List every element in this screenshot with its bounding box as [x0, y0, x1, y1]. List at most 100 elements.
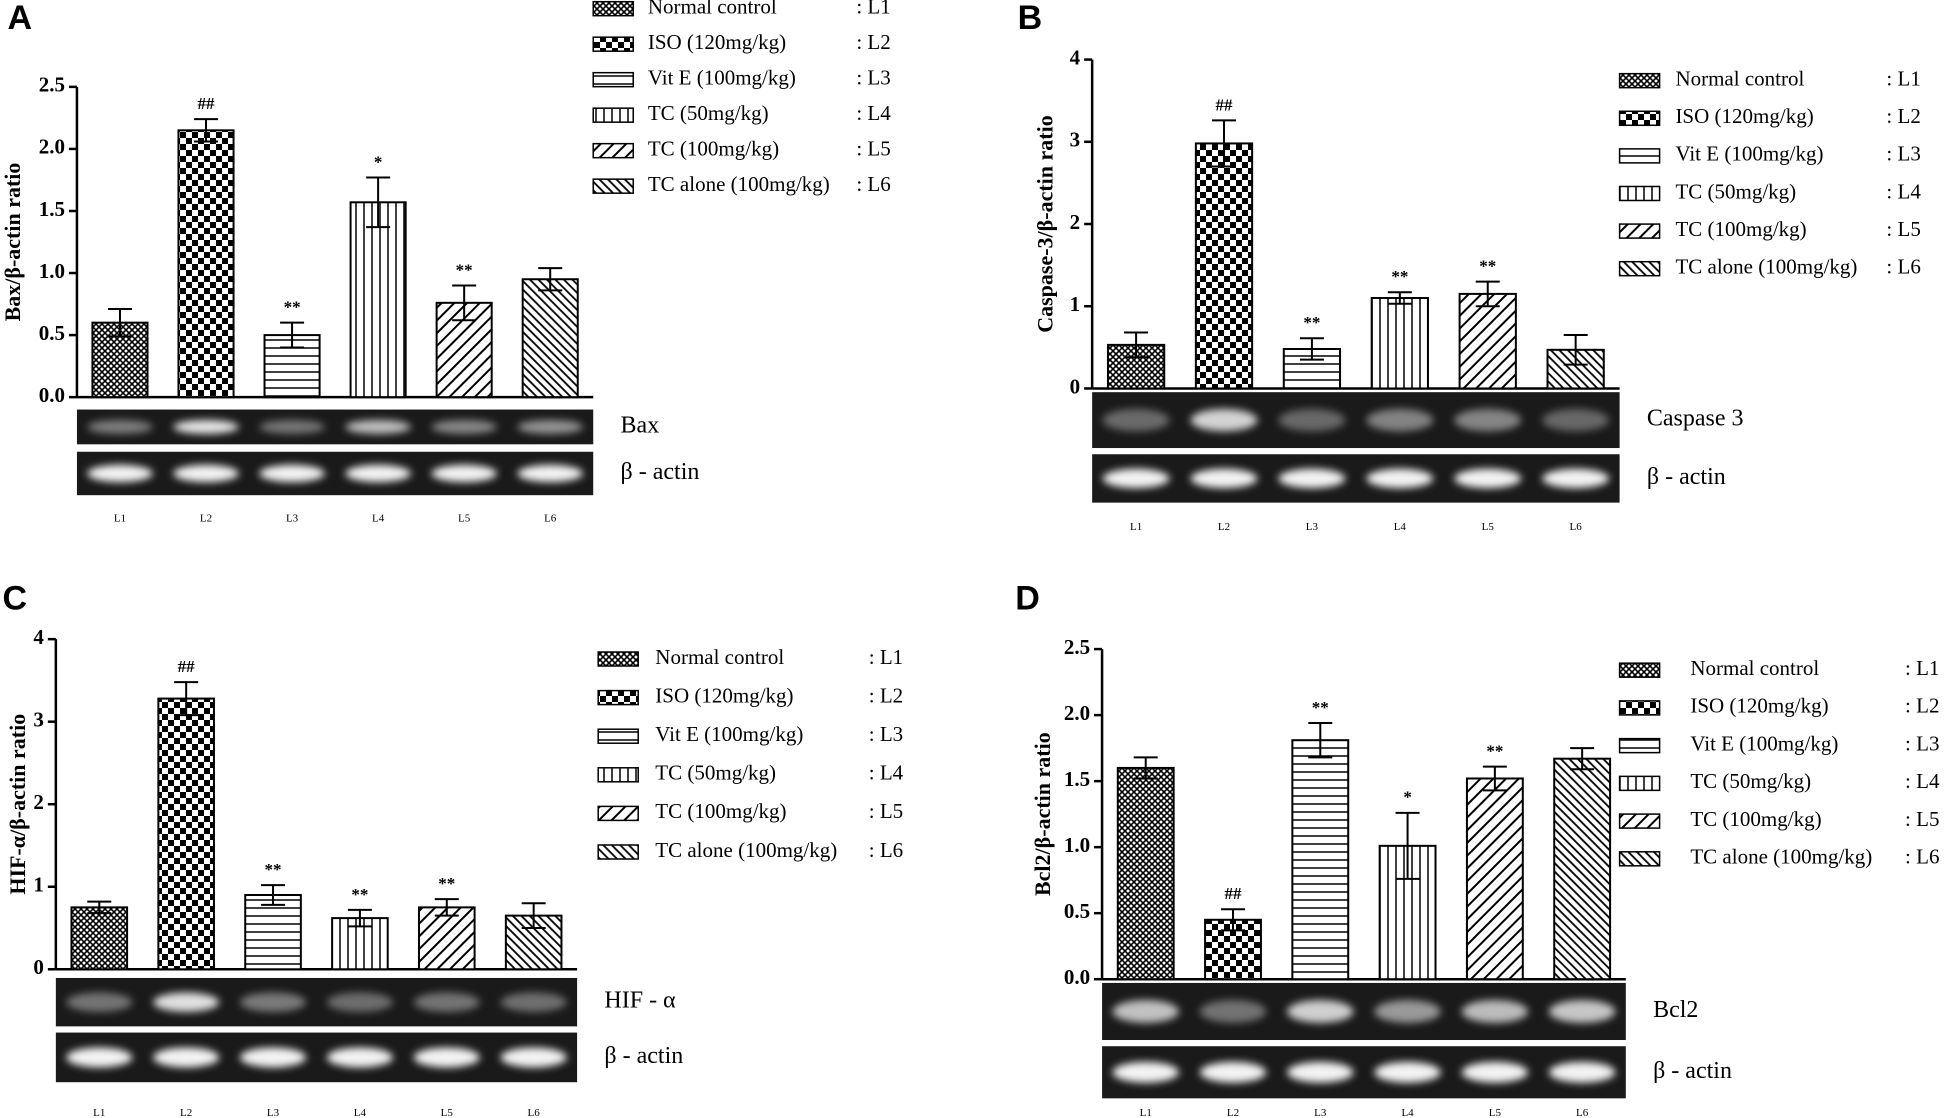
lane-label: L2 — [180, 1107, 192, 1118]
error-bar — [1133, 756, 1158, 780]
gel — [76, 451, 594, 496]
legend-label: TC alone (100mg/kg) — [1675, 255, 1857, 279]
legend-code: : L5 — [856, 136, 890, 160]
legend-label: Vit E (100mg/kg) — [1690, 731, 1838, 755]
bar — [349, 201, 407, 399]
gel-label: Bcl2 — [1653, 997, 1698, 1023]
gel-band — [326, 1047, 393, 1068]
legend-code: : L6 — [856, 172, 890, 196]
legend-code: : L3 — [856, 65, 890, 89]
gel-band — [326, 992, 393, 1012]
legend-swatch — [1618, 72, 1661, 89]
error-bar — [1387, 291, 1412, 305]
bar — [1291, 739, 1350, 981]
lane-label: L4 — [354, 1107, 367, 1118]
lane-label: L2 — [200, 512, 212, 524]
panel: B 0 1 2 3 4 Caspase-3/β-actin ratio ## ** ** ** Cas… — [1018, 0, 1922, 533]
legend-label: TC (100mg/kg) — [1690, 807, 1821, 831]
y-tick-label: 1.0 — [1064, 833, 1090, 857]
y-tick-label: 0 — [1070, 374, 1081, 398]
significance-label: ** — [265, 860, 282, 879]
error-bar — [347, 908, 372, 928]
gel-band — [153, 992, 220, 1012]
bar — [1116, 766, 1175, 981]
legend-label: Normal control — [648, 0, 777, 19]
legend-swatch — [592, 142, 634, 159]
legend-label: TC alone (100mg/kg) — [648, 172, 830, 196]
lane-label: L1 — [1130, 521, 1142, 533]
legend-swatch — [597, 728, 639, 744]
y-tick-label: 3 — [1070, 128, 1081, 152]
gel-band — [1199, 1061, 1267, 1083]
error-bar — [1475, 280, 1500, 308]
gel-label: HIF - α — [604, 988, 676, 1014]
y-tick-label: 4 — [33, 625, 44, 649]
bar — [157, 697, 215, 971]
significance-label: ** — [1303, 313, 1320, 332]
gel — [1092, 392, 1620, 449]
lane-label: L3 — [286, 512, 299, 524]
gel-band — [1112, 1000, 1179, 1023]
significance-label: ** — [351, 885, 368, 904]
legend-label: TC alone (100mg/kg) — [655, 838, 837, 862]
legend-swatch — [1618, 110, 1661, 127]
lane-label: L2 — [1227, 1107, 1239, 1118]
y-tick-label: 2.0 — [39, 135, 65, 159]
error-bar — [1395, 811, 1420, 880]
gel-band — [413, 1047, 480, 1068]
gel-label: Bax — [621, 412, 660, 438]
gel — [1092, 454, 1620, 503]
gel-band — [431, 464, 497, 483]
legend-label: TC (50mg/kg) — [1675, 179, 1796, 203]
gel-band — [345, 419, 411, 434]
significance-label: ** — [1391, 267, 1408, 286]
legend-swatch — [592, 71, 634, 88]
error-bar — [280, 321, 305, 349]
panel-letter: A — [7, 0, 32, 37]
lane-label: L3 — [267, 1107, 280, 1118]
error-bar — [538, 267, 563, 292]
y-tick-label: 0.5 — [1064, 899, 1090, 923]
gel — [55, 977, 578, 1027]
gel-band — [517, 419, 583, 434]
gel-band — [240, 992, 307, 1012]
gel-label: β - actin — [604, 1043, 683, 1069]
legend-code: : L1 — [1886, 66, 1920, 90]
gel-band — [1190, 408, 1258, 432]
y-axis-label: Bax/β-actin ratio — [0, 163, 25, 322]
gel-band — [517, 464, 583, 483]
y-axis-label: Caspase-3/β-actin ratio — [1033, 115, 1058, 333]
gel-band — [1454, 408, 1522, 432]
bar — [1370, 297, 1429, 390]
legend-swatch — [1618, 223, 1661, 239]
legend-label: Vit E (100mg/kg) — [648, 65, 796, 89]
y-tick-label: 4 — [1070, 45, 1081, 69]
legend-swatch — [597, 844, 639, 860]
legend-label: TC (50mg/kg) — [1690, 769, 1811, 793]
legend-code: : L2 — [869, 683, 903, 707]
error-bar — [1570, 747, 1595, 771]
legend-swatch — [1618, 813, 1661, 829]
gel-band — [1102, 468, 1170, 489]
legend-label: TC (100mg/kg) — [1675, 217, 1806, 241]
lane-label: L4 — [372, 512, 385, 524]
y-tick-label: 1 — [1070, 292, 1081, 316]
y-tick-label: 2 — [1070, 210, 1081, 234]
gel-label: β - actin — [621, 459, 700, 485]
panel-letter: B — [1018, 0, 1043, 37]
gel-label: β - actin — [1647, 464, 1726, 490]
bar — [1553, 757, 1612, 981]
lane-label: L5 — [1482, 521, 1495, 533]
gel-band — [173, 464, 239, 483]
legend-swatch — [1618, 737, 1661, 754]
significance-label: ** — [1479, 256, 1496, 275]
legend-swatch — [1618, 851, 1661, 867]
y-tick-label: 2 — [33, 790, 44, 814]
gel-band — [1199, 1000, 1267, 1023]
lane-label: L6 — [1570, 521, 1583, 533]
legend-code: : L5 — [869, 799, 903, 823]
gel-band — [1374, 1061, 1441, 1083]
lane-label: L1 — [1140, 1107, 1152, 1118]
